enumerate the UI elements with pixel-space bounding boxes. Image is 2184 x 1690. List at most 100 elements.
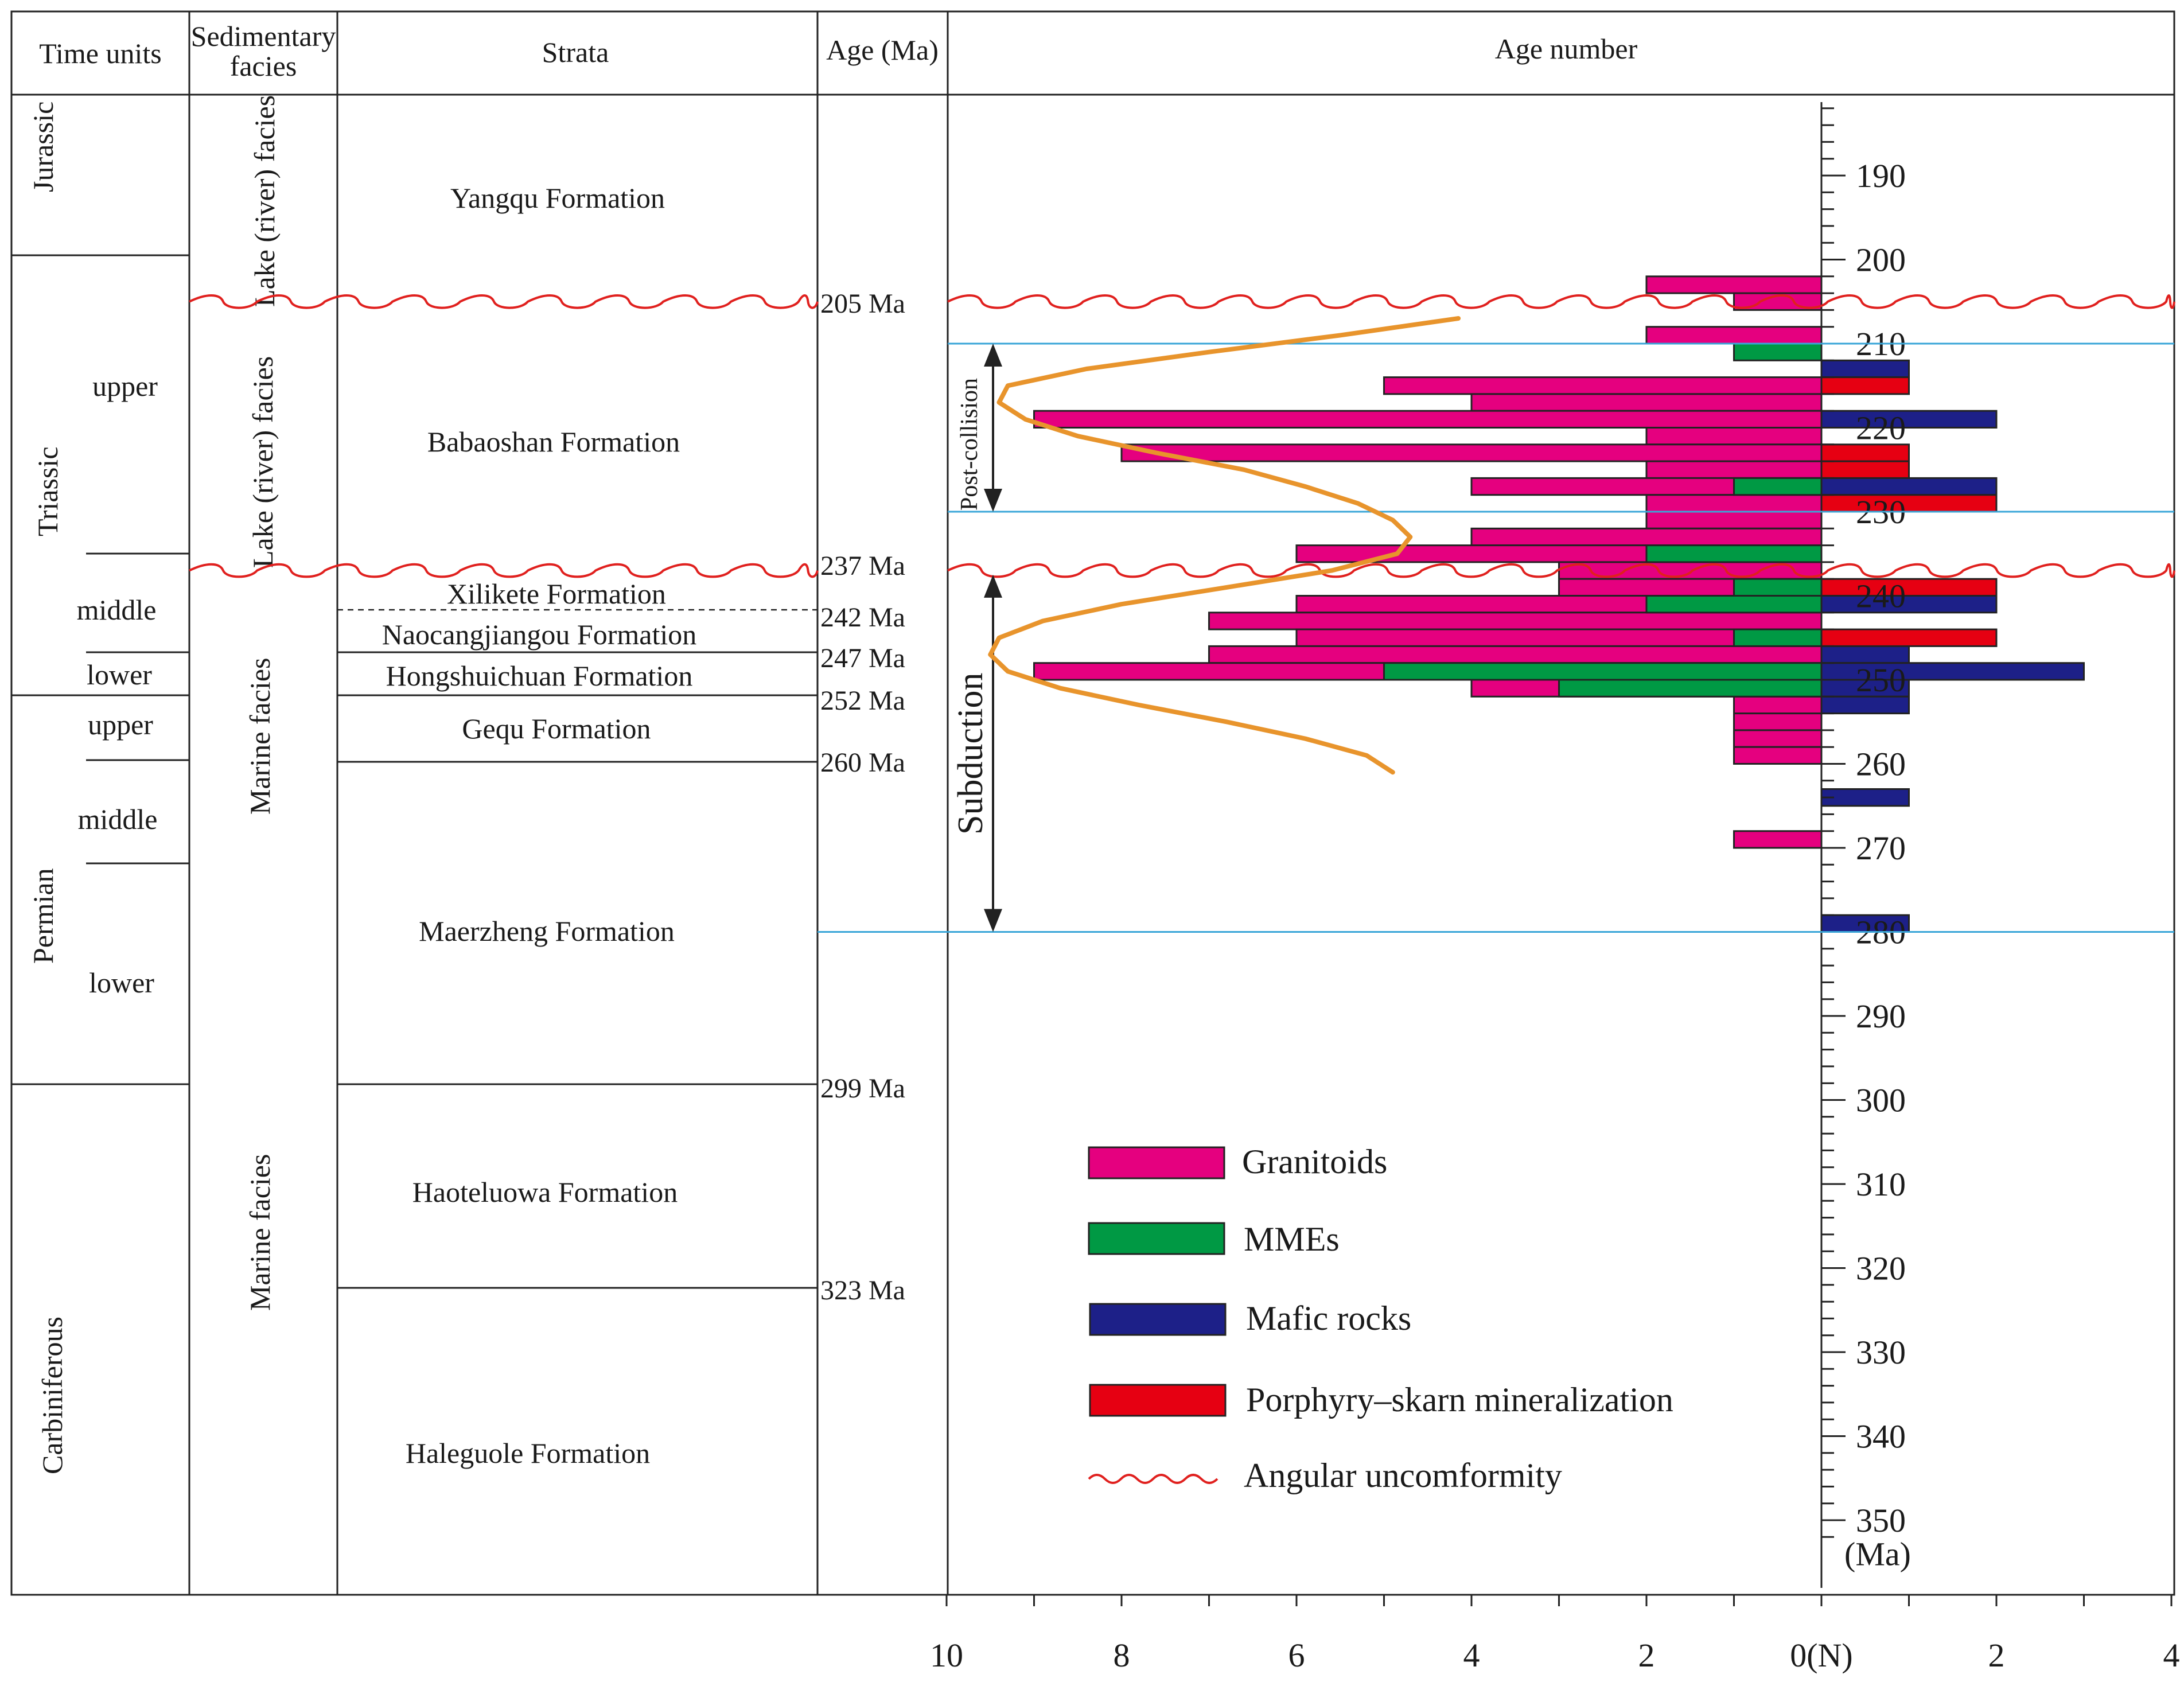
bar-porphyry-skarn-mineralization-245 — [1820, 628, 1998, 647]
bar-mafic-rocks-247 — [1820, 645, 1910, 664]
subduction-arrow-head-top — [984, 574, 1002, 598]
epoch-triassic-lower: lower — [87, 659, 152, 691]
tick-label-250: 250 — [1856, 661, 1906, 699]
bar-granitoids-203 — [1645, 275, 1823, 294]
age-label-323: 323 Ma — [820, 1275, 905, 1306]
tick-label-310: 310 — [1856, 1166, 1906, 1203]
age-axis-unit-label: (Ma) — [1844, 1536, 1911, 1573]
tick-label-190: 190 — [1856, 157, 1906, 194]
bar-porphyry-skarn-mineralization-223 — [1820, 443, 1910, 462]
tick-label-240: 240 — [1856, 578, 1906, 615]
formation-hongshuichuan: Hongshuichuan Formation — [386, 660, 693, 692]
tick-label-300: 300 — [1856, 1082, 1906, 1119]
epoch-permian-lower: lower — [89, 967, 154, 999]
legend-uncomformity-wave — [1088, 1474, 1218, 1484]
header-sedimentary-facies-line2: facies — [230, 50, 297, 82]
header-strata: Strata — [542, 36, 609, 68]
tick-label-350: 350 — [1856, 1502, 1906, 1539]
legend-swatch-granitoids — [1088, 1146, 1225, 1179]
header-sedimentary-facies-line1: Sedimentary — [191, 20, 336, 52]
time-units-column: Jurassic Triassic Permian Carbiniferous … — [27, 102, 158, 1474]
bar-granitoids-215 — [1383, 376, 1823, 395]
x-tick-label-7: 4 — [2163, 1637, 2180, 1674]
formation-gequ: Gequ Formation — [462, 712, 651, 745]
bar-mafic-rocks-279 — [1820, 914, 1910, 933]
x-tick-label-5: 0(N) — [1790, 1637, 1853, 1674]
age-label-252: 252 Ma — [820, 686, 905, 716]
bar-mmes-249 — [1383, 662, 1823, 681]
period-permian: Permian — [27, 868, 59, 964]
legend-label-uncomformity: Angular uncomformity — [1244, 1457, 1562, 1494]
bar-mmes-211 — [1733, 342, 1823, 361]
tick-label-260: 260 — [1856, 746, 1906, 783]
trend-curve — [988, 316, 1461, 775]
period-triassic: Triassic — [32, 446, 64, 536]
header-row: Time units Sedimentary facies Strata Age… — [39, 20, 1637, 82]
bar-mafic-rocks-213 — [1820, 359, 1910, 379]
header-age: Age (Ma) — [826, 34, 939, 66]
formation-haleguole: Haleguole Formation — [406, 1437, 650, 1469]
bar-granitoids-257 — [1733, 729, 1823, 748]
age-label-247: 247 Ma — [820, 643, 905, 673]
bar-granitoids-225 — [1645, 460, 1823, 479]
tick-label-220: 220 — [1856, 410, 1906, 447]
facies-lake-triassic: Lake (river) facies — [247, 356, 279, 568]
bar-mafic-rocks-264 — [1820, 788, 1910, 807]
bar-granitoids-233 — [1470, 527, 1823, 547]
bar-mmes-241 — [1645, 595, 1823, 614]
header-age-number: Age number — [1495, 33, 1638, 65]
sedimentary-facies-column: Lake (river) facies Lake (river) facies … — [244, 95, 281, 1311]
tick-label-290: 290 — [1856, 998, 1906, 1035]
figure-frame — [10, 10, 2175, 1596]
epoch-triassic-middle: middle — [77, 594, 157, 626]
facies-marine-triassic-permian: Marine facies — [244, 658, 276, 815]
stage-annotations: Post-collision Subduction — [951, 378, 990, 835]
x-tick-label-1: 8 — [1114, 1637, 1130, 1674]
formation-maerzheng: Maerzheng Formation — [419, 915, 675, 947]
bar-mafic-rocks-241 — [1820, 595, 1998, 614]
formation-naocangjiangou: Naocangjiangou Formation — [382, 618, 697, 651]
bar-granitoids-231 — [1645, 511, 1823, 529]
bar-granitoids-269 — [1733, 830, 1823, 849]
x-tick-label-4: 2 — [1638, 1637, 1655, 1674]
legend-swatch-mmes — [1088, 1222, 1225, 1255]
bar-mafic-rocks-253 — [1820, 695, 1910, 715]
bar-mmes-245 — [1733, 628, 1823, 647]
bar-granitoids-223 — [1120, 443, 1823, 462]
tick-label-330: 330 — [1856, 1334, 1906, 1371]
post-collision-arrow-head-bottom — [984, 489, 1002, 512]
age-label-260: 260 Ma — [820, 747, 905, 778]
bar-granitoids-253 — [1733, 695, 1823, 715]
bar-porphyry-skarn-mineralization-229 — [1820, 494, 1998, 513]
period-jurassic: Jurassic — [27, 102, 59, 192]
bar-granitoids-229 — [1645, 494, 1823, 513]
bar-porphyry-skarn-mineralization-215 — [1820, 376, 1910, 395]
bar-granitoids-259 — [1733, 746, 1823, 765]
formation-xilikete: Xilikete Formation — [447, 578, 666, 610]
age-label-242: 242 Ma — [820, 602, 905, 633]
age-column: 205 Ma 237 Ma 242 Ma 247 Ma 252 Ma 260 M… — [820, 289, 905, 1306]
age-histogram: 1902002102202302402502602702802903003103… — [930, 102, 2180, 1674]
epoch-triassic-upper: upper — [92, 370, 158, 402]
bar-mmes-239 — [1733, 578, 1823, 597]
epoch-permian-upper: upper — [88, 708, 153, 741]
bar-granitoids-243 — [1208, 612, 1823, 630]
x-tick-label-6: 2 — [1988, 1637, 2005, 1674]
legend: Granitoids MMEs Mafic rocks Porphyry–ska… — [1088, 1143, 1673, 1494]
bar-mafic-rocks-219 — [1820, 410, 1998, 429]
formation-haoteluowa: Haoteluowa Formation — [412, 1176, 678, 1208]
legend-swatch-mafic — [1089, 1303, 1227, 1336]
facies-lake-jurassic: Lake (river) facies — [248, 95, 281, 307]
formation-yangqu: Yangqu Formation — [450, 182, 665, 214]
age-histogram-overlay — [189, 294, 2175, 933]
tick-label-270: 270 — [1856, 830, 1906, 867]
bar-mmes-235 — [1645, 544, 1823, 563]
tick-label-200: 200 — [1856, 242, 1906, 279]
epoch-permian-middle: middle — [78, 803, 158, 835]
age-label-299: 299 Ma — [820, 1073, 905, 1104]
x-tick-label-3: 4 — [1463, 1637, 1480, 1674]
post-collision-arrow-head-top — [984, 344, 1002, 367]
legend-label-granitoids: Granitoids — [1242, 1143, 1387, 1181]
bar-granitoids-217 — [1470, 393, 1823, 412]
